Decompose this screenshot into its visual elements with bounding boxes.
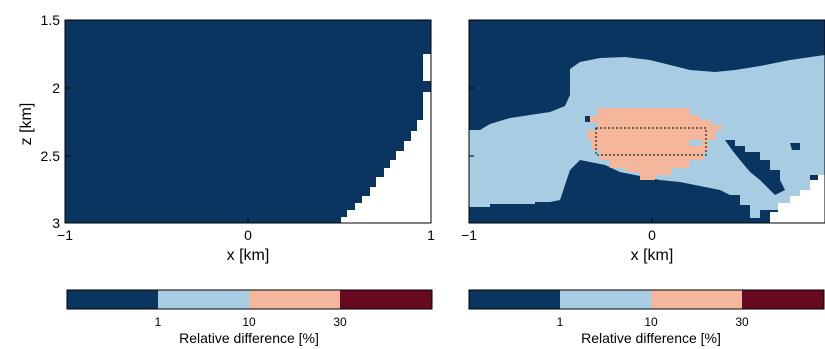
right-region-below-1pct-pocket bbox=[725, 140, 785, 195]
colorbar-tick-label: 1 bbox=[557, 315, 564, 329]
right-region-below-1pct-lower-left bbox=[469, 202, 558, 223]
x-tick-label: 0 bbox=[244, 227, 252, 243]
x-tick-label: −1 bbox=[57, 227, 73, 243]
colorbar-tick-label: 30 bbox=[735, 315, 749, 329]
colorbar-frame bbox=[468, 289, 825, 310]
colorbar-tick-label: 10 bbox=[644, 315, 658, 329]
colorbar-frame bbox=[66, 289, 433, 310]
left-heatmap bbox=[65, 20, 431, 223]
colorbar-bin-1-10 bbox=[158, 290, 249, 309]
colorbar-tick-label: 30 bbox=[333, 315, 347, 329]
colorbar-bin-below-1 bbox=[67, 290, 158, 309]
right-heatmap bbox=[469, 20, 825, 223]
right-y-ticks bbox=[469, 19, 474, 224]
right-colorbar: 1 10 30 Relative difference [%] bbox=[468, 289, 825, 346]
y-tick-label: 2.5 bbox=[41, 148, 61, 164]
target-box bbox=[595, 127, 707, 156]
left-region-below-1pct bbox=[65, 20, 431, 223]
y-tick-label: 1.5 bbox=[41, 12, 61, 28]
colorbar-title: Relative difference [%] bbox=[581, 330, 721, 346]
right-x-axis-label: x [km] bbox=[631, 247, 674, 264]
x-tick-label: 1 bbox=[427, 227, 435, 243]
right-x-ticks: −1 0 bbox=[461, 218, 656, 243]
colorbar-title: Relative difference [%] bbox=[179, 330, 319, 346]
y-tick-label: 2 bbox=[52, 80, 60, 96]
x-tick-label: −1 bbox=[461, 227, 477, 243]
colorbar-bin-10-30 bbox=[249, 290, 340, 309]
right-region-1-10pct-inclusion bbox=[690, 140, 702, 146]
colorbar-bin-1-10 bbox=[560, 290, 651, 309]
y-tick-label: 3 bbox=[52, 215, 60, 231]
left-x-ticks: −1 0 1 bbox=[57, 218, 435, 243]
left-y-axis-label: z [km] bbox=[18, 103, 35, 146]
colorbar-tick-label: 1 bbox=[155, 315, 162, 329]
left-y-ticks: 1.5 2 2.5 3 bbox=[41, 12, 70, 231]
left-x-axis-label: x [km] bbox=[227, 247, 270, 264]
colorbar-tick-label: 10 bbox=[242, 315, 256, 329]
colorbar-bin-above-30 bbox=[742, 290, 824, 309]
right-region-below-1pct-pocket-2 bbox=[790, 143, 800, 150]
colorbar-bin-below-1 bbox=[469, 290, 560, 309]
right-region-10-30pct bbox=[588, 108, 722, 180]
left-colorbar: 1 10 30 Relative difference [%] bbox=[66, 289, 433, 346]
colorbar-bin-10-30 bbox=[651, 290, 742, 309]
right-axes-frame bbox=[468, 19, 825, 224]
x-tick-label: 0 bbox=[648, 227, 656, 243]
colorbar-bin-above-30 bbox=[340, 290, 432, 309]
right-undefined-corner bbox=[770, 175, 825, 223]
